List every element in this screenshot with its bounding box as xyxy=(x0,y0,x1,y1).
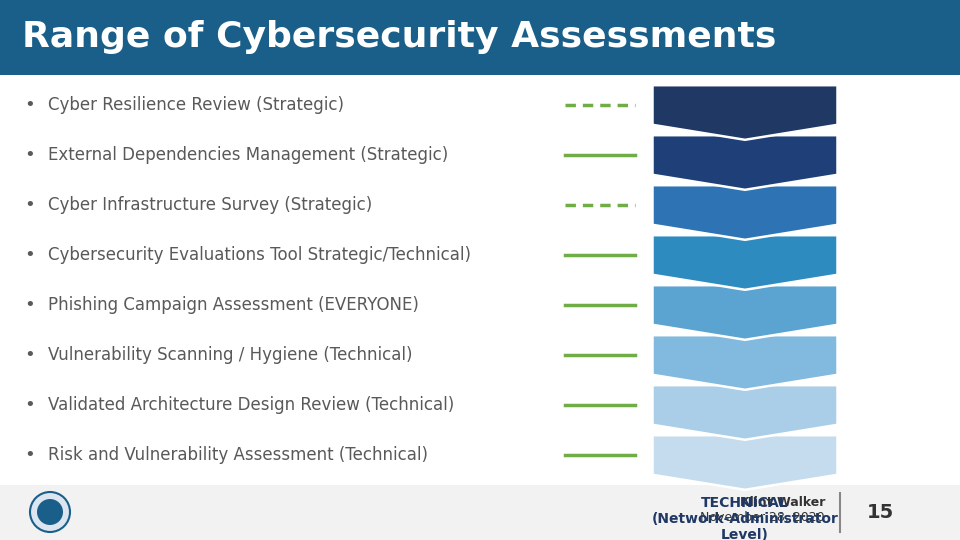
Text: Validated Architecture Design Review (Technical): Validated Architecture Design Review (Te… xyxy=(48,396,454,414)
Text: Cyber Infrastructure Survey (Strategic): Cyber Infrastructure Survey (Strategic) xyxy=(48,196,372,214)
Text: Vulnerability Scanning / Hygiene (Technical): Vulnerability Scanning / Hygiene (Techni… xyxy=(48,346,413,364)
Circle shape xyxy=(30,492,70,532)
Text: •: • xyxy=(25,296,36,314)
Polygon shape xyxy=(653,85,837,140)
Polygon shape xyxy=(653,185,837,240)
Text: 15: 15 xyxy=(866,503,894,522)
Circle shape xyxy=(37,499,63,525)
Polygon shape xyxy=(653,435,837,490)
Text: Cybersecurity Evaluations Tool Strategic/Technical): Cybersecurity Evaluations Tool Strategic… xyxy=(48,246,471,264)
Text: Phishing Campaign Assessment (EVERYONE): Phishing Campaign Assessment (EVERYONE) xyxy=(48,296,419,314)
Polygon shape xyxy=(653,385,837,440)
Text: External Dependencies Management (Strategic): External Dependencies Management (Strate… xyxy=(48,146,448,164)
Polygon shape xyxy=(653,285,837,340)
Text: Risk and Vulnerability Assessment (Technical): Risk and Vulnerability Assessment (Techn… xyxy=(48,446,428,464)
Polygon shape xyxy=(653,135,837,190)
Polygon shape xyxy=(653,235,837,290)
Text: •: • xyxy=(25,346,36,364)
Bar xyxy=(0,0,960,75)
Text: Cyber Resilience Review (Strategic): Cyber Resilience Review (Strategic) xyxy=(48,96,344,114)
Text: •: • xyxy=(25,196,36,214)
Text: Range of Cybersecurity Assessments: Range of Cybersecurity Assessments xyxy=(22,21,777,55)
Polygon shape xyxy=(653,335,837,390)
Text: November 28, 2020: November 28, 2020 xyxy=(701,511,825,524)
Text: Klint Walker: Klint Walker xyxy=(739,496,825,510)
Text: TECHNICAL
(Network-Administrator
Level): TECHNICAL (Network-Administrator Level) xyxy=(652,496,838,540)
Text: •: • xyxy=(25,446,36,464)
Text: •: • xyxy=(25,146,36,164)
Text: •: • xyxy=(25,396,36,414)
Bar xyxy=(0,485,960,540)
Text: •: • xyxy=(25,246,36,264)
Text: •: • xyxy=(25,96,36,114)
